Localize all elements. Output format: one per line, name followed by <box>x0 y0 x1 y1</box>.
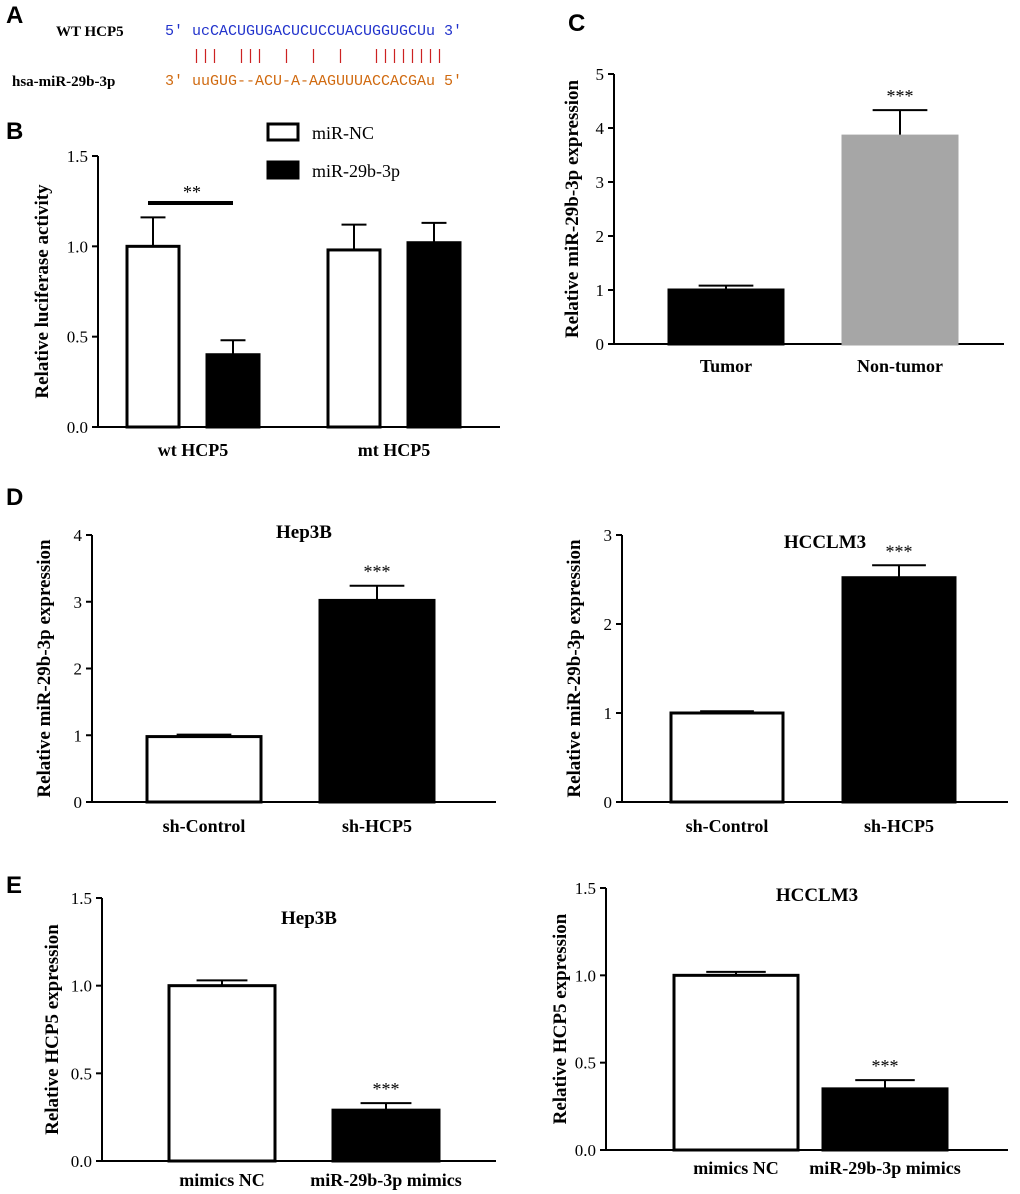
chart-d1-y-tick-label: 1 <box>74 726 83 745</box>
chart-c-y-tick-label: 3 <box>596 173 605 192</box>
chart-e1-significance-label: *** <box>373 1079 400 1099</box>
chart-b-legend-mir-nc: miR-NC <box>312 123 374 143</box>
chart-c-y-tick-label: 5 <box>596 65 605 84</box>
chart-e1-category-label: mimics NC <box>179 1170 264 1190</box>
chart-c-significance-label: *** <box>887 86 914 106</box>
chart-b-bar-mir-nc-1 <box>326 248 382 429</box>
chart-d2-chart-title: HCCLM3 <box>784 532 866 553</box>
chart-c-y-tick-label: 0 <box>596 335 605 354</box>
chart-d1-chart-title: Hep3B <box>276 522 332 543</box>
chart-b-legend-swatch-mir-nc <box>266 122 300 142</box>
chart-b-category-label: mt HCP5 <box>358 440 430 460</box>
chart-b-legend-swatch-mir-29b <box>266 160 300 180</box>
chart-d1-category-label: sh-Control <box>163 816 246 836</box>
chart-b-y-axis-label: Relative luciferase activity <box>32 184 53 399</box>
chart-e1-chart-title: Hep3B <box>281 908 337 929</box>
chart-e1-y-tick-label: 0.0 <box>71 1152 92 1171</box>
panel-letter-e: E <box>6 872 23 899</box>
chart-b-y-tick-label: 1.5 <box>67 147 88 166</box>
chart-c-category-label: Non-tumor <box>857 356 943 376</box>
panel-letter-c: C <box>568 10 586 37</box>
chart-d1-bar-0 <box>145 735 263 804</box>
chart-e2-bar-0 <box>672 973 800 1152</box>
chart-e2-y-axis-label: Relative HCP5 expression <box>550 913 571 1124</box>
chart-d1-y-tick-label: 3 <box>74 593 83 612</box>
wt-hcp5-label: WT HCP5 <box>56 24 124 40</box>
chart-e2-y-tick-label: 0.0 <box>575 1141 596 1160</box>
chart-e2-y-tick-label: 1.5 <box>575 879 596 898</box>
chart-b-category-label: wt HCP5 <box>158 440 229 460</box>
chart-d2-bar-1 <box>841 576 957 804</box>
chart-b-y-tick-label: 1.0 <box>67 237 88 256</box>
chart-e2-chart-title: HCCLM3 <box>776 885 858 906</box>
chart-e1-y-axis-label: Relative HCP5 expression <box>42 924 63 1135</box>
chart-e2-y-tick-label: 1.0 <box>575 966 596 985</box>
chart-d2-y-axis-label: Relative miR-29b-3p expression <box>564 539 585 798</box>
chart-c-y-tick-label: 4 <box>596 119 605 138</box>
chart-b-legend-mir-29b: miR-29b-3p <box>312 161 400 181</box>
mir-29b-sequence: 3' uuGUG--ACU-A-AAGUUUACCACGAu 5' <box>165 73 463 90</box>
chart-d2-significance-label: *** <box>886 541 913 561</box>
chart-c-bar-0 <box>667 288 785 346</box>
chart-e2-significance-label: *** <box>872 1056 899 1076</box>
chart-e1-category-label: miR-29b-3p mimics <box>310 1170 462 1190</box>
chart-c-y-tick-label: 2 <box>596 227 605 246</box>
chart-d1-y-axis-label: Relative miR-29b-3p expression <box>34 539 55 798</box>
chart-e2-category-label: mimics NC <box>693 1158 778 1178</box>
panel-letter-a: A <box>6 2 24 29</box>
chart-e1-bar-0 <box>167 984 277 1163</box>
chart-c-y-axis-label: Relative miR-29b-3p expression <box>562 79 583 338</box>
chart-b-y-tick-label: 0.5 <box>67 328 88 347</box>
chart-d1-y-tick-label: 2 <box>74 660 83 679</box>
chart-e1-y-tick-label: 1.0 <box>71 977 92 996</box>
wt-hcp5-sequence: 5' ucCACUGUGACUCUCCUACUGGUGCUu 3' <box>165 23 463 40</box>
chart-e1-y-tick-label: 0.5 <box>71 1064 92 1083</box>
chart-d2-y-tick-label: 1 <box>604 704 613 723</box>
chart-b-significance-label: ** <box>183 182 201 202</box>
chart-d1-y-tick-label: 0 <box>74 793 83 812</box>
chart-d1-bar-1 <box>318 598 436 804</box>
chart-b-bar-mir-29b-3p-0 <box>205 353 261 429</box>
chart-c-bar-1 <box>841 134 959 346</box>
chart-e2-y-tick-label: 0.5 <box>575 1054 596 1073</box>
chart-e2-category-label: miR-29b-3p mimics <box>809 1158 961 1178</box>
chart-b-bar-mir-nc-0 <box>125 244 181 429</box>
chart-d2-y-tick-label: 2 <box>604 615 613 634</box>
panel-letter-d: D <box>6 484 24 511</box>
panel-letter-b: B <box>6 118 24 145</box>
chart-d2-y-tick-label: 0 <box>604 793 613 812</box>
chart-d2-bar-0 <box>669 711 785 804</box>
mir-29b-label: hsa-miR-29b-3p <box>12 74 116 90</box>
chart-d1-y-tick-label: 4 <box>74 526 83 545</box>
chart-d1-category-label: sh-HCP5 <box>342 816 412 836</box>
chart-d2-y-tick-label: 3 <box>604 526 613 545</box>
base-pair-marks: ||| ||| | | | |||||||| <box>192 48 445 65</box>
chart-c-y-tick-label: 1 <box>596 281 605 300</box>
chart-e1-bar-1 <box>331 1108 441 1163</box>
chart-d1-significance-label: *** <box>364 562 391 582</box>
chart-e1-y-tick-label: 1.5 <box>71 889 92 908</box>
chart-b-y-tick-label: 0.0 <box>67 418 88 437</box>
chart-e2-bar-1 <box>821 1087 949 1152</box>
chart-d2-category-label: sh-Control <box>686 816 769 836</box>
chart-d2-category-label: sh-HCP5 <box>864 816 934 836</box>
chart-c-category-label: Tumor <box>700 356 752 376</box>
chart-b-bar-mir-29b-3p-1 <box>406 241 462 429</box>
